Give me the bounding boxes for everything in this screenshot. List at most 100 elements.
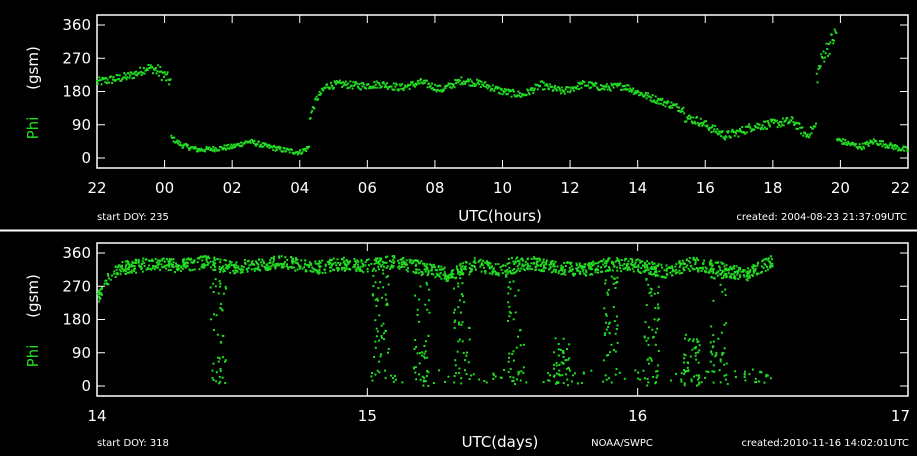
data-point — [99, 79, 102, 82]
data-point — [638, 271, 641, 274]
data-point — [459, 272, 462, 275]
data-point — [695, 266, 698, 269]
data-point — [260, 144, 263, 147]
data-point — [191, 268, 194, 271]
data-point — [357, 260, 360, 263]
data-point — [509, 375, 512, 378]
data-point — [558, 87, 561, 90]
data-point — [769, 125, 772, 128]
data-point — [512, 90, 515, 93]
data-point — [269, 259, 272, 262]
data-point — [615, 315, 618, 318]
data-point — [576, 269, 579, 272]
data-point — [227, 265, 230, 268]
data-point — [692, 340, 695, 343]
data-point — [520, 267, 523, 270]
data-point — [537, 264, 540, 267]
data-point — [243, 142, 246, 145]
data-point — [697, 351, 700, 354]
data-point — [587, 262, 590, 265]
data-point — [154, 66, 157, 69]
data-point — [635, 259, 638, 262]
data-point — [406, 85, 409, 88]
data-point — [560, 266, 563, 269]
data-point — [458, 338, 461, 341]
data-point — [460, 265, 463, 268]
data-point — [600, 87, 603, 90]
data-point — [501, 93, 504, 96]
data-point — [424, 350, 427, 353]
data-point — [304, 148, 307, 151]
data-point — [564, 273, 567, 276]
data-point — [806, 133, 809, 136]
data-point — [235, 264, 238, 267]
data-point — [580, 381, 583, 384]
data-point — [286, 258, 289, 261]
data-point — [824, 56, 827, 59]
data-point — [521, 257, 524, 260]
data-point — [479, 258, 482, 261]
data-point — [494, 263, 497, 266]
data-point — [596, 87, 599, 90]
data-point — [324, 264, 327, 267]
data-point — [343, 260, 346, 263]
data-point — [613, 320, 616, 323]
data-point — [670, 101, 673, 104]
data-point — [465, 351, 468, 354]
data-point — [760, 126, 763, 129]
data-point — [741, 126, 744, 129]
data-point — [576, 85, 579, 88]
data-point — [132, 265, 135, 268]
data-point — [360, 260, 363, 263]
data-point — [625, 88, 628, 91]
data-point — [204, 148, 207, 151]
data-point — [572, 374, 575, 377]
data-point — [378, 83, 381, 86]
data-point — [116, 74, 119, 77]
data-point — [732, 129, 735, 132]
data-point — [563, 261, 566, 264]
data-point — [307, 265, 310, 268]
data-point — [226, 147, 229, 150]
data-point — [340, 81, 343, 84]
data-point — [423, 81, 426, 84]
data-point — [743, 376, 746, 379]
data-point — [121, 268, 124, 271]
data-point — [715, 131, 718, 134]
data-point — [866, 140, 869, 143]
data-point — [720, 277, 723, 280]
data-point — [545, 83, 548, 86]
data-point — [378, 371, 381, 374]
data-point — [177, 142, 180, 145]
data-point — [460, 268, 463, 271]
data-point — [605, 83, 608, 86]
data-point — [857, 147, 860, 150]
data-point — [218, 265, 221, 268]
data-point — [389, 266, 392, 269]
data-point — [588, 87, 591, 90]
data-point — [395, 83, 398, 86]
data-point — [269, 261, 272, 264]
data-point — [290, 148, 293, 151]
data-point — [503, 91, 506, 94]
data-point — [734, 276, 737, 279]
data-point — [656, 370, 659, 373]
data-point — [507, 286, 510, 289]
data-point — [506, 268, 509, 271]
data-point — [790, 116, 793, 119]
data-point — [526, 266, 529, 269]
y-tick-label: 270 — [62, 49, 91, 67]
data-point — [610, 381, 613, 384]
data-point — [274, 267, 277, 270]
data-point — [476, 78, 479, 81]
data-point — [778, 120, 781, 123]
data-point — [654, 382, 657, 385]
data-point — [130, 265, 133, 268]
data-point — [508, 281, 511, 284]
data-point — [831, 38, 834, 41]
data-point — [741, 270, 744, 273]
data-point — [769, 262, 772, 265]
data-point — [385, 266, 388, 269]
data-point — [709, 351, 712, 354]
data-point — [382, 81, 385, 84]
